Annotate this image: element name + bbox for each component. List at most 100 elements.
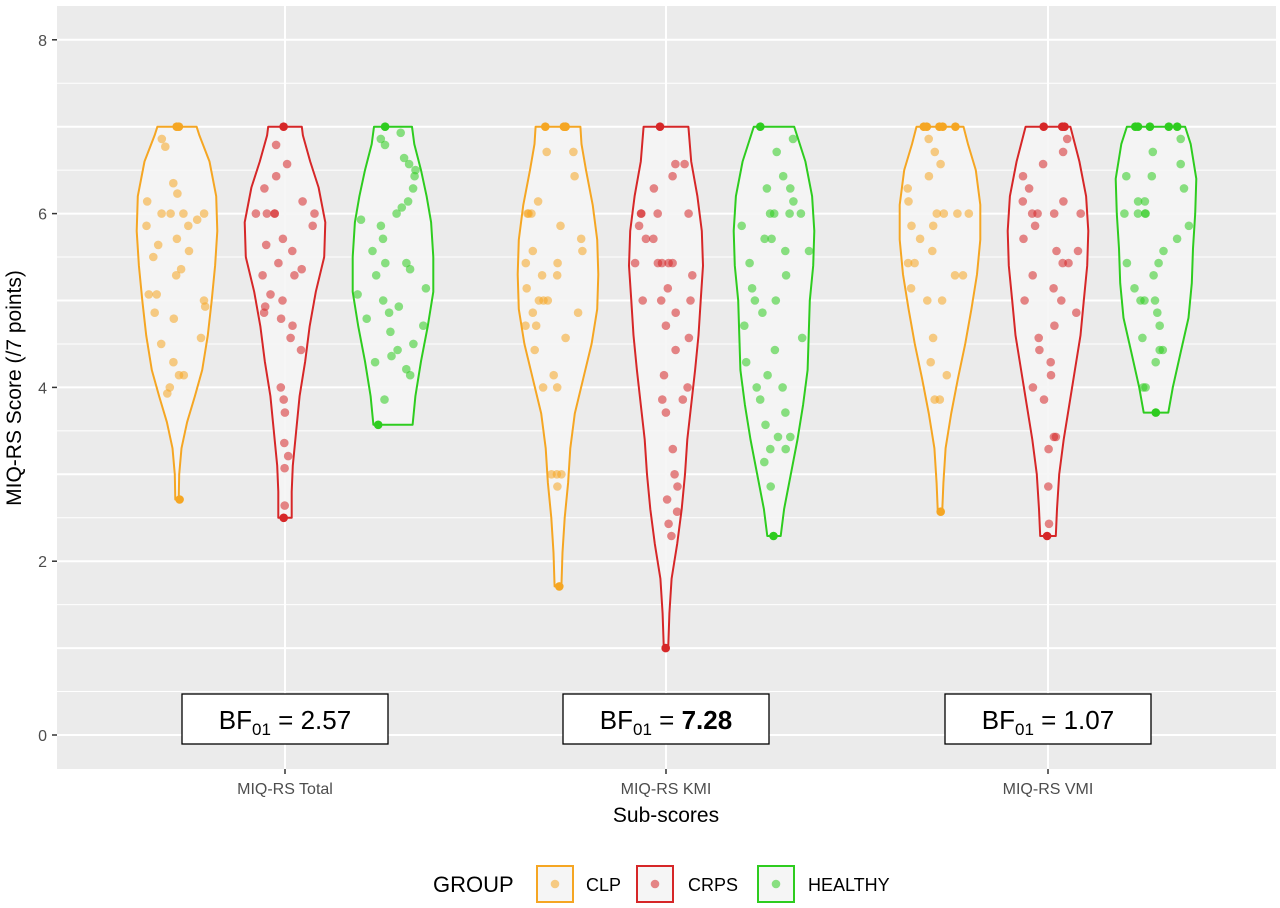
data-point-crps [276,383,286,392]
data-point-clp [150,308,159,318]
data-point-crps [630,258,640,268]
data-point-healthy [1159,246,1168,256]
data-point-crps [673,482,682,491]
data-point-clp [542,147,551,157]
data-point-crps [1028,383,1038,392]
data-point-healthy [789,197,798,206]
data-point-clp [958,271,968,280]
data-point-clp [531,321,541,331]
data-point-crps [671,308,680,318]
bf-label: BF01 = 2.57 [219,705,351,739]
data-point-crps [1076,209,1085,218]
violin-crps [243,125,327,519]
legend-label: HEALTHY [808,875,890,895]
data-point-clp [157,134,167,144]
data-point-crps [659,370,669,380]
data-point-crps [1044,444,1053,454]
data-point-healthy [1148,147,1158,157]
points-layer [142,122,1194,653]
data-point-crps [279,513,289,523]
data-point-clp [161,142,170,151]
data-point-clp [950,271,960,280]
data-point-crps [653,258,663,268]
data-point-healthy [781,271,791,280]
data-point-crps [1044,482,1053,491]
data-point-clp [142,197,152,206]
data-point-healthy [403,197,413,206]
data-point-clp [192,215,202,224]
data-point-healthy [380,140,390,150]
data-point-healthy [796,209,806,218]
data-point-crps [1049,432,1059,442]
data-point-healthy [1122,171,1131,181]
data-point-crps [278,296,287,305]
y-tick-label: 8 [38,33,47,50]
data-point-healthy [387,351,396,361]
data-point-healthy [362,314,372,324]
data-point-clp [922,122,932,131]
data-point-crps [1034,333,1043,343]
data-point-healthy [392,209,401,218]
data-point-clp [923,296,932,305]
data-point-crps [655,122,665,131]
data-point-crps [653,209,662,218]
data-point-healthy [797,333,807,343]
data-point-healthy [1179,184,1189,193]
data-point-healthy [781,408,790,417]
data-point-crps [656,296,666,305]
data-point-healthy [771,296,781,305]
data-point-clp [541,122,550,131]
data-point-clp [547,470,556,479]
data-point-crps [271,140,281,150]
data-point-crps [680,159,689,169]
violin-clp [898,125,982,513]
data-point-clp [926,357,935,367]
bf-label: BF01 = 1.07 [982,705,1114,739]
data-point-crps [1049,209,1059,218]
data-point-healthy [370,357,380,367]
data-point-clp [553,258,562,268]
data-point-healthy [747,284,757,293]
data-point-crps [276,314,286,324]
legend: GROUP CLP CRPS HEALTHY [433,865,890,903]
data-point-clp [910,258,919,268]
data-point-crps [1046,357,1055,367]
data-point-clp [171,271,181,280]
data-point-crps [310,209,319,218]
data-point-clp [184,246,194,256]
violin-healthy [351,125,435,426]
data-point-healthy [1176,134,1185,144]
data-point-clp [179,209,188,218]
data-point-crps [1057,296,1066,305]
data-point-clp [907,221,916,231]
data-point-healthy [750,296,760,305]
legend-label: CLP [586,875,621,895]
y-tick-label: 4 [38,380,47,397]
data-point-healthy [376,134,386,144]
data-point-healthy [760,457,769,467]
data-point-clp [903,184,912,193]
data-point-healthy [1145,122,1155,131]
data-point-crps [288,321,297,331]
data-point-clp [951,122,960,131]
data-point-clp [928,246,937,256]
data-point-clp [537,271,547,280]
data-point-crps [684,209,693,218]
data-point-healthy [737,221,746,231]
data-point-healthy [410,171,419,181]
data-point-healthy [386,327,395,337]
data-point-healthy [760,234,769,244]
data-point-clp [552,383,562,392]
data-point-healthy [1149,271,1158,280]
data-point-crps [298,197,307,206]
data-point-healthy [785,209,794,218]
data-point-healthy [1120,209,1129,218]
data-point-crps [1038,159,1048,169]
x-axis-title: Sub-scores [613,804,719,827]
data-point-clp [169,357,178,367]
data-point-healthy [404,159,414,169]
data-point-clp [533,197,543,206]
data-point-crps [664,519,673,529]
bf-equals: = [1034,705,1064,735]
data-point-clp [530,345,539,355]
